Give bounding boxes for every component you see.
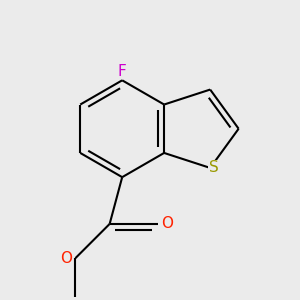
Text: O: O: [161, 216, 173, 231]
Text: S: S: [209, 160, 219, 175]
Text: F: F: [118, 64, 127, 79]
Text: O: O: [60, 251, 72, 266]
